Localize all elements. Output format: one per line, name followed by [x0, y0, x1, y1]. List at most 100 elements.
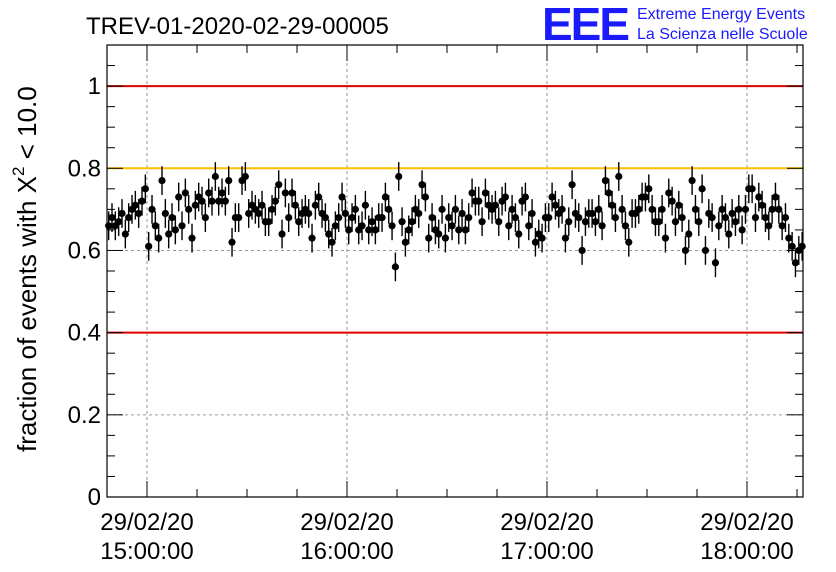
marker — [328, 238, 336, 246]
marker — [378, 213, 386, 222]
marker — [658, 205, 666, 213]
data-point — [665, 178, 673, 208]
data-point — [368, 207, 376, 237]
marker — [335, 213, 343, 222]
marker — [725, 230, 733, 238]
x-tick-label-date: 29/02/20 — [100, 509, 193, 536]
data-point — [435, 219, 443, 249]
marker — [465, 213, 473, 222]
data-point — [455, 215, 463, 245]
marker — [511, 213, 520, 222]
data-point — [468, 178, 476, 208]
data-point — [735, 194, 743, 224]
data-point — [158, 166, 166, 195]
data-point — [545, 203, 553, 232]
data-point — [738, 215, 746, 245]
marker — [141, 185, 149, 193]
data-point — [225, 166, 233, 195]
plot-frame — [106, 44, 804, 498]
marker — [655, 218, 663, 226]
data-point — [315, 182, 323, 212]
marker — [371, 226, 379, 234]
data-point — [781, 203, 790, 232]
marker — [441, 234, 450, 242]
data-points — [105, 162, 806, 282]
marker — [148, 205, 156, 213]
data-point — [198, 186, 206, 216]
data-point — [741, 194, 750, 224]
data-point — [691, 194, 700, 224]
marker — [188, 234, 196, 242]
data-point — [335, 203, 343, 232]
data-point — [175, 182, 183, 212]
data-point — [645, 174, 653, 204]
data-point — [481, 178, 490, 208]
data-point — [525, 211, 533, 241]
marker — [258, 201, 266, 209]
data-point — [775, 194, 783, 224]
data-point — [188, 223, 196, 253]
data-point — [445, 203, 453, 232]
y-tick-label: 0.8 — [68, 155, 101, 182]
marker — [741, 205, 750, 213]
x-tick-label-date: 29/02/20 — [700, 509, 793, 536]
data-point — [341, 199, 349, 228]
marker — [755, 193, 763, 201]
marker — [271, 197, 279, 205]
marker — [648, 205, 656, 213]
marker — [501, 193, 510, 201]
data-point — [278, 219, 286, 249]
marker — [278, 230, 286, 238]
marker — [665, 189, 673, 197]
data-point — [511, 203, 520, 232]
y-tick-label: 0 — [88, 484, 101, 511]
data-point — [208, 186, 216, 216]
data-point — [221, 186, 229, 216]
data-point — [115, 207, 123, 237]
marker — [635, 205, 643, 213]
marker — [181, 189, 189, 197]
marker — [338, 193, 346, 201]
marker — [505, 222, 513, 230]
data-point — [201, 203, 209, 232]
logo-line-1: Extreme Energy Events — [637, 6, 805, 23]
marker — [361, 201, 369, 209]
marker — [225, 177, 233, 185]
x-tick-label-date: 29/02/20 — [500, 509, 593, 536]
marker — [778, 222, 786, 230]
marker — [315, 193, 323, 201]
marker — [118, 209, 126, 218]
logo-letters: EEE — [542, 0, 628, 50]
data-point — [595, 194, 603, 224]
data-point — [125, 203, 133, 232]
marker — [178, 222, 186, 230]
marker — [168, 213, 176, 222]
marker — [765, 222, 773, 230]
marker — [748, 185, 756, 193]
data-point — [635, 194, 643, 224]
marker — [775, 205, 783, 213]
y-axis-title: fraction of events with X2 < 10.0 — [9, 86, 42, 452]
data-point — [568, 170, 576, 200]
data-point — [408, 207, 416, 237]
marker — [758, 201, 766, 209]
marker — [281, 189, 289, 197]
data-point — [355, 215, 363, 245]
data-point — [448, 211, 456, 241]
data-point — [705, 199, 713, 228]
marker — [615, 172, 623, 181]
data-point — [478, 207, 486, 237]
data-point — [185, 194, 193, 224]
data-point — [501, 182, 510, 212]
data-point — [305, 199, 313, 228]
data-point — [731, 207, 740, 237]
data-point — [761, 203, 770, 232]
data-point — [675, 190, 683, 220]
data-point — [275, 170, 283, 200]
marker — [688, 177, 696, 185]
data-point — [621, 211, 630, 241]
marker — [398, 218, 406, 226]
marker — [641, 193, 650, 201]
data-point — [655, 207, 663, 237]
marker — [478, 218, 486, 226]
